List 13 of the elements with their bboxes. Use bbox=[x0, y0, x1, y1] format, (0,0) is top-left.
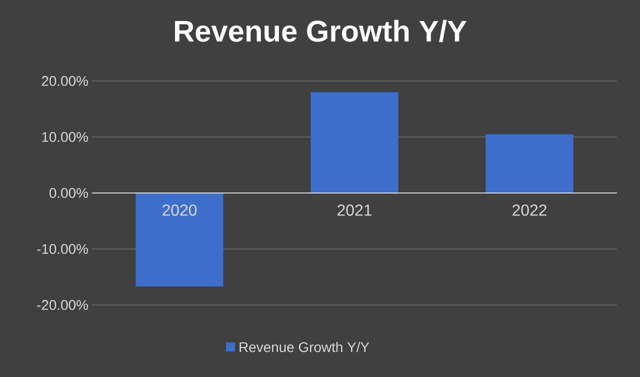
x-tick-label: 2022 bbox=[512, 204, 546, 216]
bar bbox=[136, 193, 224, 287]
bar bbox=[486, 134, 574, 193]
bar bbox=[310, 92, 398, 193]
y-tick-label: 20.00% bbox=[42, 76, 88, 86]
y-tick-label: -10.00% bbox=[37, 244, 88, 254]
x-tick-label: 2020 bbox=[162, 204, 197, 216]
y-tick-label: 10.00% bbox=[42, 132, 88, 142]
y-tick-label: 0.00% bbox=[49, 188, 88, 198]
chart-title: Revenue Growth Y/Y bbox=[175, 20, 466, 42]
x-tick-label: 2021 bbox=[338, 204, 372, 216]
y-tick-label: -20.00% bbox=[37, 300, 88, 310]
legend-label: Revenue Growth Y/Y bbox=[240, 342, 370, 352]
